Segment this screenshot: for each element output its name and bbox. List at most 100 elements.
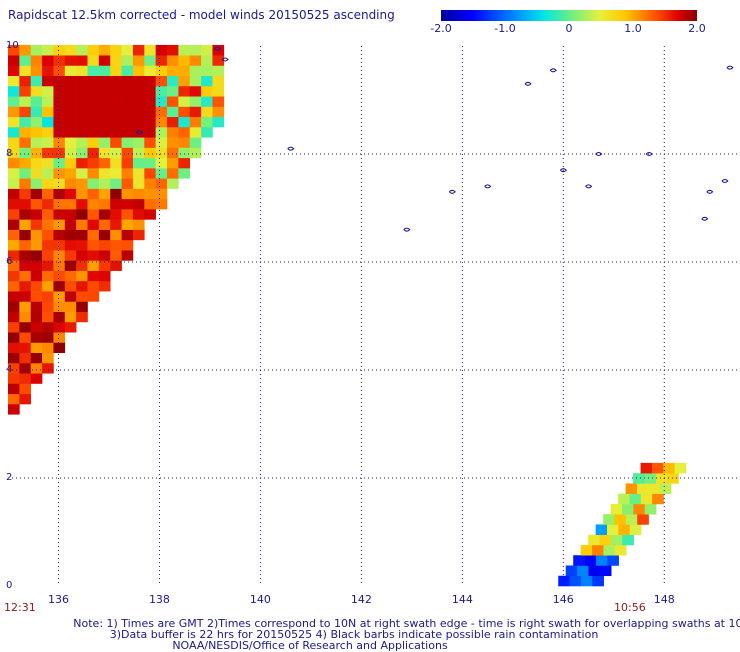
colorbar-segment xyxy=(488,10,490,21)
colorbar-segment xyxy=(519,10,521,21)
swath-cell xyxy=(87,291,100,302)
island-outline xyxy=(484,184,492,189)
colorbar-segment xyxy=(497,10,499,21)
swath-cell xyxy=(110,147,122,159)
swath-cell xyxy=(8,65,20,76)
colorbar-segment xyxy=(484,10,486,21)
swath-cell xyxy=(42,250,54,261)
swath-cell xyxy=(8,44,20,56)
swath-cell xyxy=(87,219,100,230)
swath-cell xyxy=(8,404,20,415)
colorbar-segment xyxy=(626,10,628,21)
colorbar-segment xyxy=(568,10,570,21)
colorbar-segment xyxy=(675,10,677,21)
colorbar-segment xyxy=(457,10,459,21)
colorbar-segment xyxy=(576,10,578,21)
swath-cell xyxy=(640,493,653,505)
colorbar-segment xyxy=(582,10,584,21)
island-outline xyxy=(524,81,532,86)
swath-cell xyxy=(87,116,100,128)
swath-cell xyxy=(19,137,32,148)
colorbar-segment xyxy=(521,10,523,21)
swath-cell xyxy=(132,178,145,189)
island-outline xyxy=(221,57,229,62)
swath-cell xyxy=(121,65,134,76)
swath-cell xyxy=(64,44,77,56)
swath-cell xyxy=(603,544,616,556)
swath-cell xyxy=(633,503,646,515)
colorbar-segment xyxy=(694,10,696,21)
swath-cell xyxy=(121,250,134,261)
colorbar-segment xyxy=(467,10,469,21)
swath-cell xyxy=(53,188,66,200)
swath-cell xyxy=(132,137,145,148)
swath-cell xyxy=(618,524,631,535)
swath-cell xyxy=(76,209,88,220)
colorbar-segment xyxy=(598,10,600,21)
swath-cell xyxy=(621,503,634,515)
colorbar-segment xyxy=(643,10,645,21)
swath-cell xyxy=(652,493,664,505)
colorbar-segment xyxy=(594,10,596,21)
swath-cell xyxy=(610,534,623,546)
swath-cell xyxy=(178,44,191,56)
colorbar-segment xyxy=(631,10,633,21)
colorbar-segment xyxy=(460,10,462,21)
colorbar-segment xyxy=(444,10,446,21)
colorbar-segment xyxy=(511,10,513,21)
colorbar-tick-label: -1.0 xyxy=(494,22,516,35)
swath-cell xyxy=(144,137,156,148)
colorbar-segment xyxy=(527,10,529,21)
swath-cell xyxy=(30,239,43,251)
colorbar-segment xyxy=(504,10,506,21)
colorbar-segment xyxy=(472,10,474,21)
swath-cell xyxy=(87,127,100,138)
colorbar-segment xyxy=(561,10,563,21)
swath-cell xyxy=(87,85,100,97)
swath-cell xyxy=(155,147,168,159)
swath-cell xyxy=(76,219,88,230)
swath-cell xyxy=(98,168,111,179)
swath-cell xyxy=(64,55,77,66)
latitude-label: 0 xyxy=(6,580,13,591)
swath-cell xyxy=(98,44,111,56)
swath-cell xyxy=(53,260,66,271)
colorbar-segment xyxy=(485,10,487,21)
swath-cell xyxy=(64,116,77,128)
swath-cell xyxy=(201,85,213,97)
colorbar-segment xyxy=(471,10,473,21)
swath-cell xyxy=(98,219,111,230)
swath-cell xyxy=(592,575,604,587)
swath-cell xyxy=(53,198,66,210)
colorbar-segment xyxy=(607,10,609,21)
swath-cell xyxy=(167,85,179,97)
swath-cell xyxy=(64,75,77,87)
swath-cells xyxy=(8,44,687,587)
swath-cell xyxy=(132,209,145,220)
swath-cell xyxy=(189,65,202,76)
colorbar-segment xyxy=(555,10,557,21)
swath-cell xyxy=(178,96,191,107)
latitude-label: 10 xyxy=(6,40,19,51)
island-outline xyxy=(549,68,557,73)
swath-cell xyxy=(8,168,20,179)
swath-cell xyxy=(155,178,168,189)
swath-cell xyxy=(8,127,20,138)
colorbar-segment xyxy=(549,10,551,21)
colorbar-segment xyxy=(490,10,492,21)
swath-cell xyxy=(64,239,77,251)
colorbar-segment xyxy=(512,10,514,21)
colorbar-segment xyxy=(658,10,660,21)
swath-cell xyxy=(87,239,100,251)
colorbar-segment xyxy=(540,10,542,21)
colorbar-segment xyxy=(693,10,695,21)
swath-cell xyxy=(167,178,179,189)
colorbar-segment xyxy=(533,10,535,21)
colorbar-segment xyxy=(522,10,524,21)
swath-cell xyxy=(30,291,43,302)
swath-cell xyxy=(42,137,54,148)
end-time-label: 10:56 xyxy=(614,601,646,614)
swath-cell xyxy=(614,514,627,525)
swath-cell xyxy=(629,524,642,535)
swath-cell xyxy=(132,75,145,87)
